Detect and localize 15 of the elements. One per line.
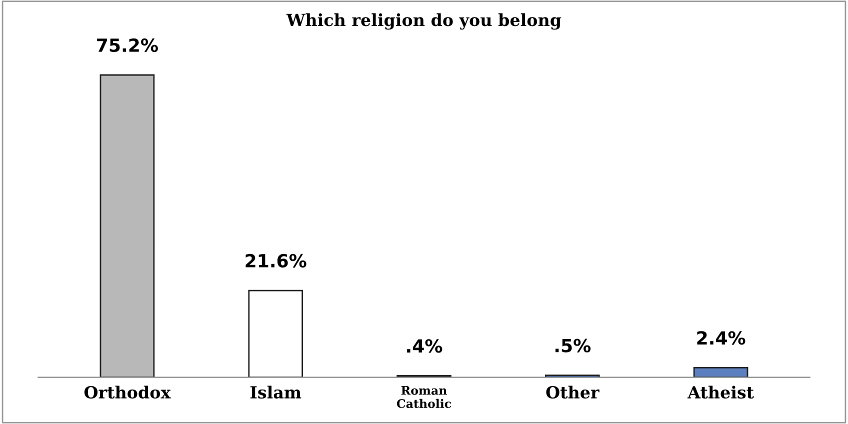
chart-title: Which religion do you belong (286, 13, 562, 30)
bar (100, 74, 155, 378)
x-tick-label: Atheist (687, 386, 754, 399)
data-label: 21.6% (246, 254, 306, 268)
data-label: .4% (407, 339, 442, 353)
x-tick-label: Roman Catholic (396, 386, 452, 408)
bar (248, 290, 304, 378)
x-tick-label: Other (546, 386, 600, 399)
data-label: .5% (555, 338, 591, 352)
data-label: 75.2% (97, 38, 158, 52)
data-label: 2.4% (697, 331, 746, 345)
x-tick-label: Islam (250, 386, 302, 399)
x-tick-label: Orthodox (84, 386, 171, 399)
bar (544, 374, 600, 378)
bar (693, 367, 748, 378)
